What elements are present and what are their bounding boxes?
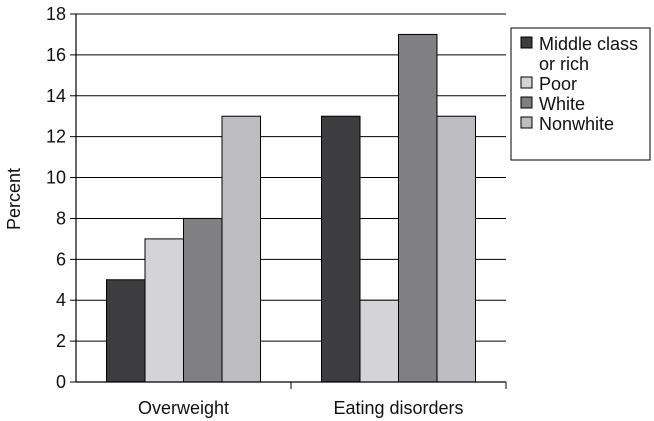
y-tick-label: 4 — [56, 290, 66, 310]
y-tick-label: 16 — [46, 45, 66, 65]
y-tick-label: 18 — [46, 4, 66, 24]
y-tick-label: 8 — [56, 208, 66, 228]
bar-nonwhite-eating-disorders — [436, 115, 476, 383]
y-tick-label: 0 — [56, 372, 66, 392]
bar-poor-overweight — [144, 238, 184, 383]
y-tick-label: 2 — [56, 331, 66, 351]
x-category-label: Overweight — [138, 398, 229, 418]
bars — [106, 33, 476, 383]
bar-white-eating-disorders — [398, 33, 438, 383]
bar-poor-eating-disorders — [359, 299, 399, 383]
x-category-labels: Overweight Eating disorders — [138, 398, 464, 418]
legend-label: Poor — [539, 74, 577, 94]
legend-box — [510, 27, 651, 161]
legend-label: or rich — [539, 54, 589, 74]
axes — [70, 13, 507, 389]
bar-middle-class-or-rich-overweight — [106, 279, 146, 383]
bar-nonwhite-overweight — [221, 115, 261, 383]
bar-middle-class-or-rich-eating-disorders — [321, 115, 361, 383]
legend-label: White — [539, 94, 585, 114]
legend-label: Nonwhite — [539, 114, 614, 134]
legend-swatch — [520, 116, 533, 129]
bar-white-overweight — [183, 217, 223, 383]
y-axis-title: Percent — [4, 168, 24, 230]
y-tick-label: 6 — [56, 249, 66, 269]
legend-swatch — [520, 76, 533, 89]
legend-swatch — [520, 96, 533, 109]
legend-swatch — [520, 36, 533, 49]
y-tick-label: 12 — [46, 127, 66, 147]
y-tick-label: 14 — [46, 86, 66, 106]
y-tick-label: 10 — [46, 168, 66, 188]
y-tick-labels: 0 2 4 6 8 10 12 14 16 18 — [46, 4, 66, 392]
x-category-label: Eating disorders — [333, 398, 463, 418]
legend-label: Middle class — [539, 34, 638, 54]
